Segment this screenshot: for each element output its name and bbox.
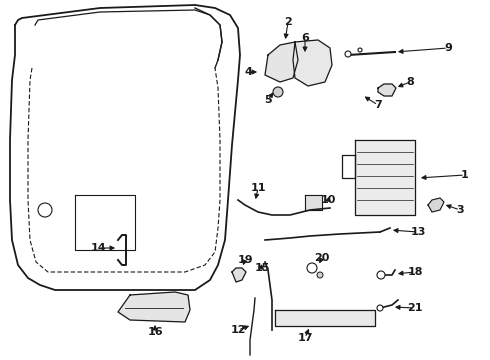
Text: 11: 11 — [250, 183, 266, 193]
Circle shape — [377, 305, 383, 311]
Polygon shape — [305, 195, 322, 210]
Text: 19: 19 — [237, 255, 253, 265]
Polygon shape — [232, 268, 246, 282]
Polygon shape — [275, 310, 375, 326]
Text: 15: 15 — [254, 263, 270, 273]
Polygon shape — [293, 40, 332, 86]
Polygon shape — [378, 84, 396, 96]
Text: 5: 5 — [264, 95, 272, 105]
Text: 14: 14 — [90, 243, 106, 253]
Text: 2: 2 — [284, 17, 292, 27]
Circle shape — [345, 51, 351, 57]
Text: 18: 18 — [407, 267, 423, 277]
Polygon shape — [355, 140, 415, 215]
Text: 17: 17 — [297, 333, 313, 343]
Text: 10: 10 — [320, 195, 336, 205]
Circle shape — [317, 272, 323, 278]
Text: 3: 3 — [456, 205, 464, 215]
Polygon shape — [118, 292, 190, 322]
Text: 4: 4 — [244, 67, 252, 77]
Text: 6: 6 — [301, 33, 309, 43]
Polygon shape — [428, 198, 444, 212]
Text: 21: 21 — [407, 303, 423, 313]
Text: 9: 9 — [444, 43, 452, 53]
Text: 20: 20 — [314, 253, 330, 263]
Circle shape — [273, 87, 283, 97]
Circle shape — [358, 48, 362, 52]
Text: 13: 13 — [410, 227, 426, 237]
Circle shape — [377, 271, 385, 279]
Text: 12: 12 — [230, 325, 246, 335]
Text: 7: 7 — [374, 100, 382, 110]
Text: 8: 8 — [406, 77, 414, 87]
Text: 16: 16 — [147, 327, 163, 337]
Text: 1: 1 — [461, 170, 469, 180]
Polygon shape — [265, 42, 298, 82]
